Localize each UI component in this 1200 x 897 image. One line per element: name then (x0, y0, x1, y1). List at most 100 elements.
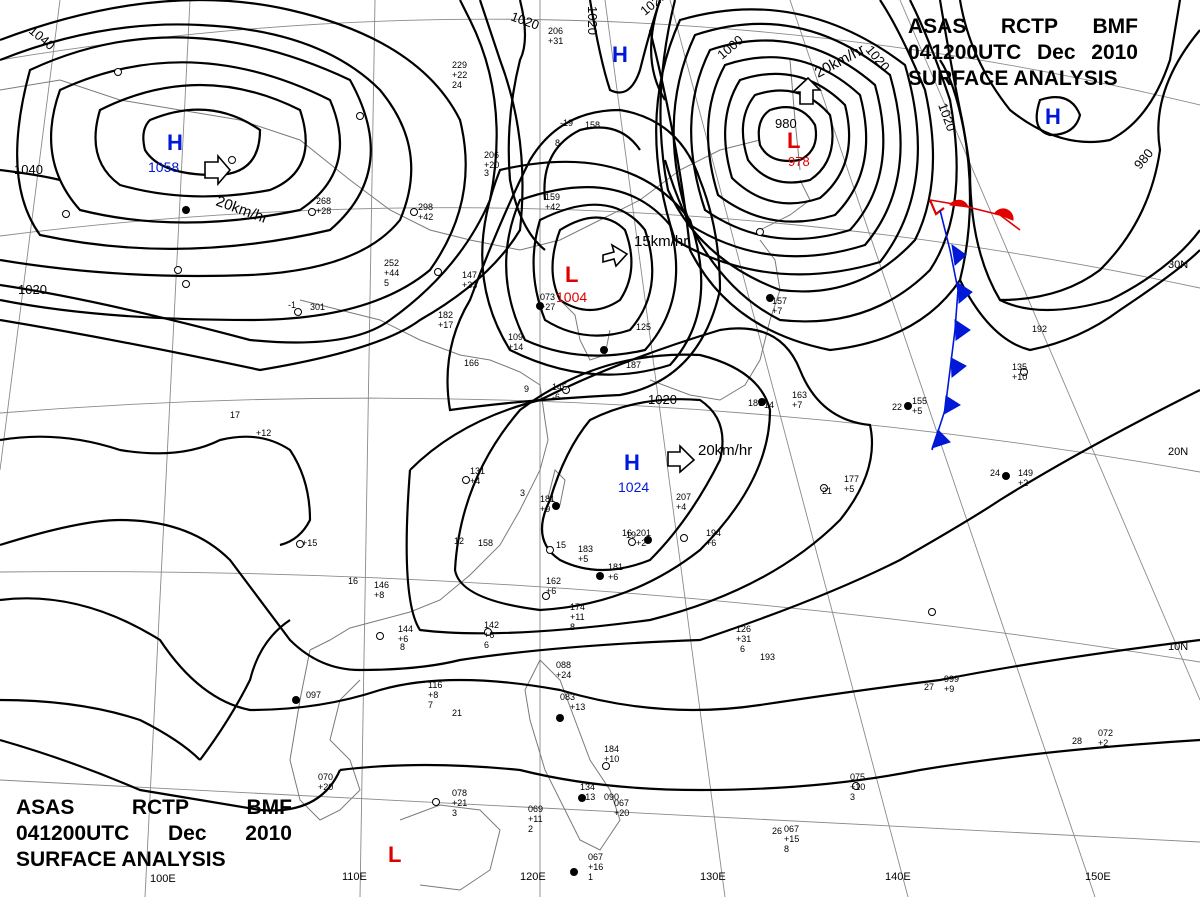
station-circle (114, 68, 122, 76)
lat-line-10n (0, 571, 1200, 663)
station-value: +9 (540, 504, 550, 514)
isobar (724, 72, 851, 205)
isobar (50, 61, 342, 224)
station-value: 8 (400, 642, 405, 652)
station-circle (546, 546, 554, 554)
station-circle (578, 794, 586, 802)
isobar (16, 36, 372, 250)
station-value: 19 (626, 530, 636, 540)
cold-front-barb (951, 243, 967, 266)
isobar (659, 0, 935, 293)
station-value: +11 (528, 814, 543, 824)
station-circle (1020, 368, 1028, 376)
station-value: 27 (924, 682, 934, 692)
lat-label: 30N (1168, 259, 1188, 271)
lat-line-20n (0, 397, 1200, 473)
station-value: 067 (784, 824, 799, 834)
station-circle (570, 868, 578, 876)
station-value: 070 (318, 772, 333, 782)
station-value: 3 (850, 792, 855, 802)
isobar (672, 22, 902, 258)
lat-line-30n (0, 207, 1200, 289)
station-value: 301 (310, 302, 325, 312)
station-value: +22 (452, 70, 467, 80)
station-value: 149 (1018, 468, 1033, 478)
station-value: 28 (1072, 736, 1082, 746)
station-value: 999 (944, 674, 959, 684)
lon-label: 150E (1085, 871, 1111, 883)
station-value: +7 (772, 306, 782, 316)
isobar (0, 597, 1200, 712)
station-value: 12 (454, 536, 464, 546)
isobar (0, 0, 467, 322)
station-value: +20 (318, 782, 333, 792)
station-value: +4 (470, 476, 480, 486)
station-circle (756, 228, 764, 236)
isobar (690, 39, 885, 240)
coast-indochina (289, 649, 361, 821)
station-circle (182, 280, 190, 288)
station-value: +8 (374, 590, 384, 600)
low-symbol: L (565, 262, 578, 287)
cold-front-barb (931, 429, 951, 449)
station-circle (820, 484, 828, 492)
station-value: 177 (844, 474, 859, 484)
station-value: +6 (706, 538, 716, 548)
station-value: 162 (546, 576, 561, 586)
isobar (543, 126, 641, 201)
coastlines (0, 59, 811, 891)
station-value: 067 (614, 798, 629, 808)
station-value: +13 (580, 792, 595, 802)
station-value: +10 (604, 754, 619, 764)
isobar-label: 1020 (585, 6, 600, 35)
station-value: +6 (484, 630, 494, 640)
station-value: 1 (588, 872, 593, 882)
station-circle (600, 346, 608, 354)
product-label: SURFACE ANALYSIS (16, 848, 226, 871)
station-value: 207 (676, 492, 691, 502)
map-header-top-right: ASAS RCTP BMF 041200UTC Dec 2010 SURFACE ANA… (908, 14, 1138, 92)
isobar (663, 0, 958, 323)
station-circle (628, 538, 636, 546)
station-circle (296, 540, 304, 548)
year-label: 2010 (245, 822, 292, 845)
isobar (453, 353, 772, 612)
station-value: +12 (256, 428, 271, 438)
warm-front-bump (949, 199, 969, 208)
datetime-label: 041200UTC (908, 41, 1022, 64)
occlusion-mark (928, 199, 945, 216)
month-label: Dec (1036, 41, 1076, 64)
station-value: 158 (478, 538, 493, 548)
station-circle (484, 628, 492, 636)
low-value: 1004 (556, 289, 587, 305)
station-value: 8 (784, 844, 789, 854)
isobar (540, 398, 724, 572)
station-value: 083 (560, 692, 575, 702)
lon-line-160e (899, 0, 1200, 701)
station-value: +20 (484, 160, 499, 170)
station-value: 21 (822, 486, 832, 496)
station-circle (556, 714, 564, 722)
lon-label: 110E (342, 871, 367, 883)
low-symbol: L (388, 842, 401, 867)
high-symbol: H (612, 42, 628, 67)
station-value: 193 (760, 652, 775, 662)
station-value: +13 (570, 702, 585, 712)
station-value: 15 (556, 540, 566, 550)
station-value: 21 (452, 708, 462, 718)
station-value: 298 (418, 202, 433, 212)
station-value: 186 (748, 398, 763, 408)
lon-line-130e (604, 0, 726, 897)
station-value: 146 (374, 580, 389, 590)
cold-front-barb (954, 319, 971, 341)
station-circle (602, 762, 610, 770)
isobar (405, 327, 874, 635)
station-value: 134 (580, 782, 595, 792)
station-circle (410, 208, 418, 216)
station-value: 201 (636, 528, 651, 538)
motion-arrow-icon (667, 444, 696, 474)
station-value: 181 (608, 562, 623, 572)
high-symbol: H (624, 450, 640, 475)
station-circle (294, 308, 302, 316)
